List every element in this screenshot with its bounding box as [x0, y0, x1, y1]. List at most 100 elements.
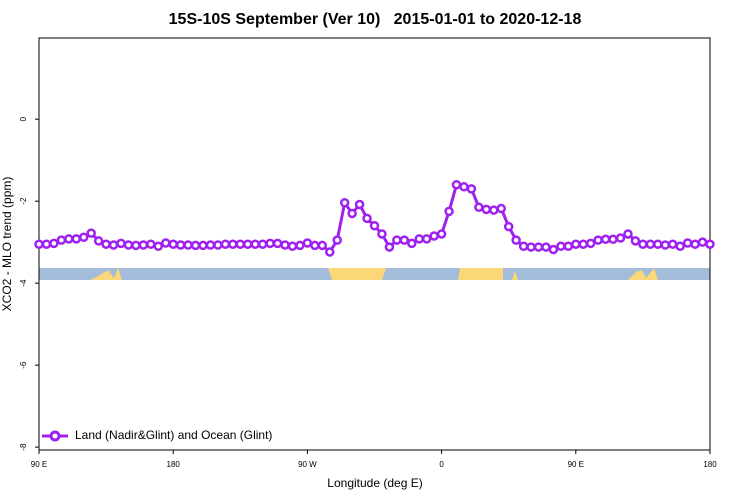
x-tick-label: 0 — [439, 460, 444, 469]
point — [310, 240, 320, 251]
point — [578, 239, 589, 249]
x-tick-label: 90 W — [298, 460, 317, 469]
point — [160, 238, 171, 248]
point — [325, 247, 335, 257]
point — [190, 240, 201, 251]
point — [101, 239, 111, 249]
land-ocean-strip — [39, 268, 710, 280]
point — [660, 240, 671, 250]
point — [444, 206, 454, 217]
point — [257, 239, 268, 249]
point — [183, 240, 193, 250]
legend-marker — [49, 430, 61, 442]
point — [123, 240, 134, 250]
point — [347, 208, 357, 219]
point — [78, 232, 89, 242]
legend: Land (Nadir&Glint) and Ocean (Glint) — [42, 428, 272, 442]
point — [116, 238, 126, 249]
point — [474, 202, 484, 213]
point — [653, 239, 663, 249]
point — [615, 233, 626, 243]
point — [407, 238, 417, 249]
point — [369, 221, 380, 231]
point — [533, 242, 544, 252]
point — [608, 234, 618, 245]
y-tick-label: -6 — [19, 361, 28, 369]
point — [354, 199, 365, 210]
y-tick-label: -4 — [19, 279, 28, 287]
point — [548, 244, 559, 255]
point — [86, 228, 96, 238]
point — [556, 241, 566, 252]
y-tick-label: -2 — [19, 197, 28, 205]
point — [272, 238, 283, 249]
point — [34, 239, 44, 249]
x-tick-label: 90 E — [31, 460, 47, 469]
point — [108, 240, 119, 250]
point — [638, 239, 648, 249]
point — [56, 235, 67, 245]
point — [690, 239, 700, 249]
point — [235, 239, 246, 249]
point — [302, 238, 313, 248]
point — [541, 242, 551, 252]
point — [175, 240, 186, 250]
chart-title: 15S-10S September (Ver 10) 2015-01-01 to… — [169, 11, 582, 28]
point — [265, 238, 275, 249]
point — [138, 240, 149, 250]
legend-label: Land (Nadir&Glint) and Ocean (Glint) — [75, 428, 272, 442]
point — [429, 231, 439, 241]
point — [71, 234, 82, 244]
point — [213, 240, 223, 250]
point — [384, 242, 395, 252]
point — [675, 241, 685, 252]
point — [295, 240, 305, 251]
point — [250, 239, 260, 249]
point — [563, 241, 574, 252]
point — [489, 205, 499, 215]
point — [697, 237, 708, 247]
x-tick-label: 180 — [167, 460, 181, 469]
point — [332, 235, 342, 245]
point — [496, 203, 506, 214]
point — [146, 239, 156, 249]
point — [571, 239, 581, 249]
y-tick-label: 0 — [19, 116, 28, 121]
x-tick-label: 180 — [703, 460, 717, 469]
point — [600, 234, 611, 245]
point — [228, 239, 238, 249]
point — [205, 240, 216, 250]
point — [518, 241, 529, 252]
point — [287, 241, 298, 252]
point — [93, 236, 104, 246]
point — [243, 239, 253, 249]
point — [667, 239, 678, 249]
point — [64, 234, 74, 244]
x-tick-label: 90 E — [568, 460, 584, 469]
point — [362, 213, 372, 224]
point — [705, 239, 715, 249]
point — [645, 239, 656, 249]
point — [466, 184, 477, 194]
point — [399, 235, 410, 245]
point — [280, 240, 290, 250]
point — [220, 239, 231, 249]
x-axis-label: Longitude (deg E) — [327, 476, 422, 490]
point — [339, 198, 350, 208]
point — [131, 240, 141, 251]
point — [585, 238, 596, 249]
point — [421, 234, 432, 244]
point — [593, 235, 603, 245]
point — [392, 235, 402, 245]
y-tick-label: -8 — [19, 443, 28, 451]
point — [49, 238, 59, 249]
point — [451, 180, 462, 190]
point — [198, 240, 208, 251]
point — [459, 182, 469, 192]
point — [168, 239, 178, 249]
point — [623, 229, 633, 239]
y-axis-label: XCO2 - MLO trend (ppm) — [0, 177, 14, 312]
point — [414, 234, 424, 244]
point — [41, 239, 52, 249]
